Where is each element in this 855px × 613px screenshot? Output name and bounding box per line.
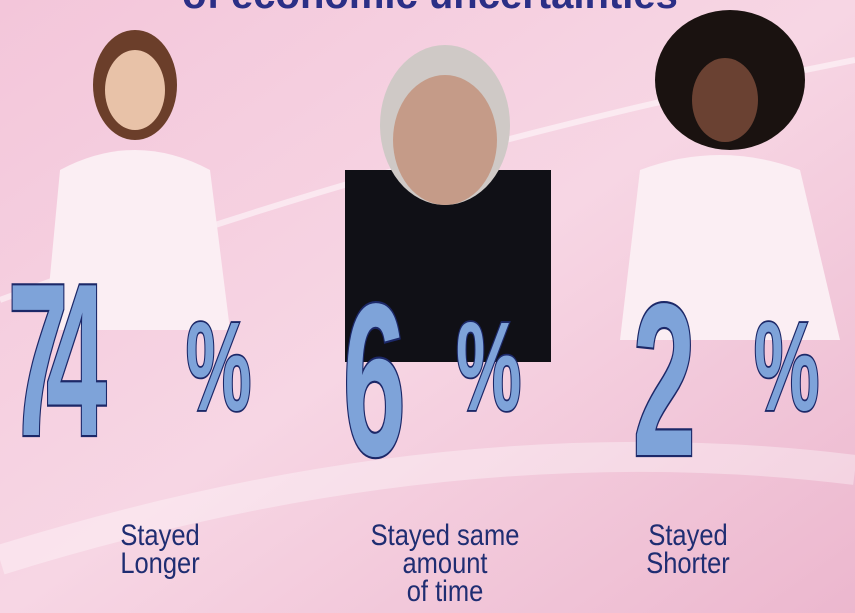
swoosh bbox=[0, 441, 855, 575]
stat-suffix: % bbox=[456, 296, 521, 436]
photo-right bbox=[620, 10, 840, 340]
photo-middle bbox=[345, 45, 551, 362]
stat-label: Stayed bbox=[648, 518, 727, 551]
title: of economic uncertainties bbox=[182, 0, 678, 17]
stat-label: Stayed bbox=[120, 518, 199, 551]
stat-suffix: % bbox=[186, 296, 251, 436]
stat-value: 2 bbox=[633, 258, 696, 502]
stat-label: of time bbox=[407, 574, 483, 607]
photo-left bbox=[45, 30, 230, 330]
stat-suffix: % bbox=[754, 296, 819, 436]
stat-label: Stayed same bbox=[371, 518, 520, 551]
stat-label: Longer bbox=[120, 546, 199, 579]
stat-label: Shorter bbox=[646, 546, 730, 579]
stat-value: 6 bbox=[343, 258, 406, 502]
stat-label: amount bbox=[402, 546, 487, 579]
